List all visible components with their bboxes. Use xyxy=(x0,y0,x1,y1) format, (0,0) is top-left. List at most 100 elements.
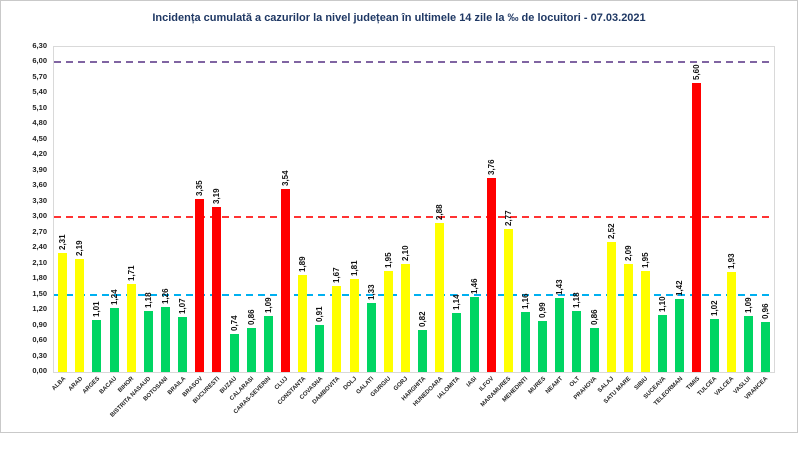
y-axis-tick-label: 3,30 xyxy=(32,195,47,205)
bar-buzau xyxy=(229,333,239,372)
plot-area: 2,31 ALBA 2,19 ARAD 1,01 ARGES 1,24 BACAU 1,71 BI… xyxy=(51,46,775,419)
bar-mures xyxy=(538,320,548,372)
bar-satu-mare xyxy=(623,264,633,372)
bar-value-label: 1,26 xyxy=(160,288,170,304)
bar-brasov xyxy=(195,199,205,372)
bar-value-label: 1,10 xyxy=(658,296,668,313)
y-axis-tick-label: 1,80 xyxy=(32,273,47,283)
bar-value-label: 2,19 xyxy=(75,240,85,257)
threshold-line xyxy=(54,293,774,296)
y-axis-tick-label: 3,00 xyxy=(32,211,47,221)
bar-value-label: 0,82 xyxy=(418,311,428,327)
bar-iasi xyxy=(469,296,479,372)
bar-covasna xyxy=(315,325,325,372)
bar-botosani xyxy=(160,307,170,372)
bar-value-label: 1,18 xyxy=(572,292,582,309)
bar-bacau xyxy=(109,308,119,372)
bar-value-label: 1,89 xyxy=(298,255,308,272)
y-axis-tick-label: 2,10 xyxy=(32,257,47,267)
bar-value-label: 1,81 xyxy=(349,260,359,276)
y-axis-tick-label: 1,50 xyxy=(32,288,47,298)
bar-value-label: 0,86 xyxy=(589,309,599,325)
bar-bihor xyxy=(126,283,136,372)
bar-alba xyxy=(58,252,68,372)
bar-value-label: 1,07 xyxy=(178,298,188,314)
bar-constanta xyxy=(298,274,308,372)
y-axis-tick-label: 5,40 xyxy=(32,87,47,97)
bar-value-label: 1,18 xyxy=(143,292,153,309)
y-axis-tick-label: 5,10 xyxy=(32,102,47,112)
bar-value-label: 1,33 xyxy=(366,284,376,301)
bar-caras-severin xyxy=(263,315,273,372)
bar-value-label: 1,24 xyxy=(109,289,119,306)
bar-olt xyxy=(572,311,582,372)
bar-value-label: 2,10 xyxy=(400,245,410,261)
bar-calarasi xyxy=(246,327,256,372)
bar-valcea xyxy=(726,272,736,372)
bar-value-label: 2,52 xyxy=(606,223,616,239)
bar-salaj xyxy=(606,242,616,372)
bar-value-label: 1,01 xyxy=(92,301,102,317)
y-axis-tick-label: 0,30 xyxy=(32,350,47,360)
threshold-line xyxy=(54,61,774,64)
bar-value-label: 2,09 xyxy=(623,245,633,262)
bar-galati xyxy=(366,303,376,372)
bar-value-label: 2,77 xyxy=(503,210,513,227)
bar-value-label: 3,35 xyxy=(195,180,205,197)
bar-bucuresti xyxy=(212,207,222,372)
bar-ialomita xyxy=(452,313,462,372)
bar-value-label: 5,60 xyxy=(692,64,702,81)
bar-value-label: 1,14 xyxy=(452,294,462,311)
bar-value-label: 1,16 xyxy=(520,293,530,310)
bar-dolj xyxy=(349,278,359,372)
bar-value-label: 0,86 xyxy=(246,309,256,325)
bar-value-label: 1,09 xyxy=(263,297,273,313)
y-axis-tick-label: 4,20 xyxy=(32,149,47,159)
y-axis-tick-label: 4,80 xyxy=(32,118,47,128)
bar-value-label: 0,74 xyxy=(229,315,239,331)
bar-timis xyxy=(692,83,702,372)
bar-value-label: 3,76 xyxy=(486,159,496,176)
bar-value-label: 1,09 xyxy=(743,297,753,313)
y-axis-tick-label: 4,50 xyxy=(32,133,47,143)
bar-teleorman xyxy=(675,298,685,372)
bar-braila xyxy=(178,316,188,372)
bar-value-label: 1,93 xyxy=(726,253,736,270)
bar-bistrita-nasaud xyxy=(143,311,153,372)
bar-vaslui xyxy=(743,315,753,372)
y-axis-tick-label: 6,30 xyxy=(32,41,47,50)
bar-giurgiu xyxy=(383,271,393,372)
bar-prahova xyxy=(589,327,599,372)
bar-value-label: 1,42 xyxy=(675,280,685,296)
y-axis-tick-label: 1,20 xyxy=(32,304,47,314)
chart-frame: Incidența cumulată a cazurilor la nivel … xyxy=(0,0,798,433)
bar-value-label: 0,99 xyxy=(538,302,548,318)
bar-value-label: 1,46 xyxy=(469,278,479,294)
bar-value-label: 0,91 xyxy=(315,306,325,323)
bar-sibiu xyxy=(640,271,650,372)
bar-tulcea xyxy=(709,319,719,372)
y-axis-tick-label: 0,60 xyxy=(32,335,47,345)
bar-value-label: 2,88 xyxy=(435,204,445,221)
bar-ilfov xyxy=(486,178,496,372)
y-axis-tick-label: 5,70 xyxy=(32,71,47,81)
y-axis-tick-label: 0,90 xyxy=(32,319,47,329)
bar-arges xyxy=(92,319,102,372)
bar-neamt xyxy=(555,298,565,372)
threshold-line xyxy=(54,216,774,219)
bar-cluj xyxy=(280,189,290,372)
bar-value-label: 1,02 xyxy=(709,300,719,317)
chart-title: Incidența cumulată a cazurilor la nivel … xyxy=(152,12,646,24)
bar-hunedoara xyxy=(435,223,445,372)
bar-value-label: 3,54 xyxy=(280,170,290,187)
bar-arad xyxy=(75,259,85,372)
bar-vrancea xyxy=(760,322,770,372)
bar-value-label: 1,43 xyxy=(555,279,565,296)
y-axis-tick-label: 2,40 xyxy=(32,242,47,252)
bar-value-label: 1,95 xyxy=(383,252,393,269)
bar-value-label: 1,67 xyxy=(332,267,342,283)
y-axis-tick-label: 0,00 xyxy=(32,366,47,375)
bar-value-label: 3,19 xyxy=(212,188,222,205)
bar-harghita xyxy=(418,329,428,372)
y-axis-tick-label: 3,60 xyxy=(32,180,47,190)
